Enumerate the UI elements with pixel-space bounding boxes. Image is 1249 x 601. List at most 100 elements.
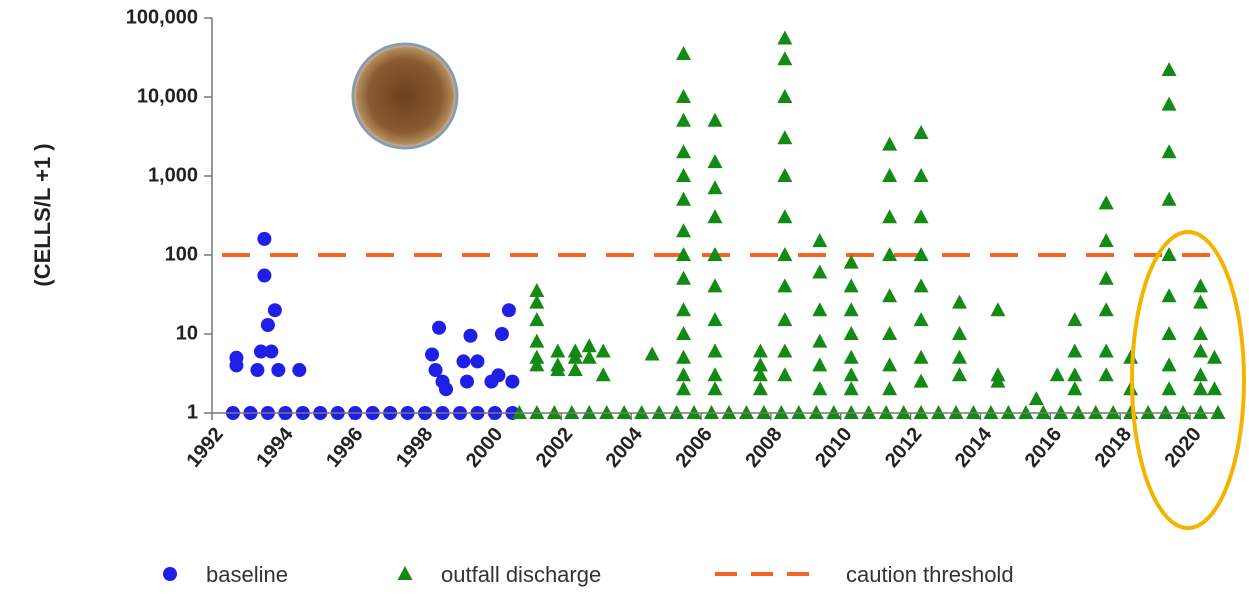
legend-marker: [163, 567, 177, 581]
x-tick-label: 2000: [462, 423, 507, 471]
point: [617, 405, 632, 419]
point: [704, 405, 719, 419]
point: [777, 367, 792, 381]
point: [1067, 381, 1082, 395]
point: [582, 405, 597, 419]
point: [257, 232, 271, 246]
point: [844, 302, 859, 316]
point: [914, 209, 929, 223]
point: [1162, 97, 1177, 111]
point: [774, 405, 789, 419]
point: [777, 168, 792, 182]
point: [707, 209, 722, 223]
point: [271, 363, 285, 377]
point: [529, 312, 544, 326]
point: [1001, 405, 1016, 419]
point: [707, 278, 722, 292]
point: [914, 278, 929, 292]
point: [707, 180, 722, 194]
point: [777, 209, 792, 223]
point: [1207, 350, 1222, 364]
y-tick-label: 100,000: [126, 6, 198, 28]
point: [634, 405, 649, 419]
point: [1210, 405, 1225, 419]
point: [1141, 405, 1156, 419]
point: [777, 31, 792, 45]
point: [707, 381, 722, 395]
point: [1099, 344, 1114, 358]
point: [425, 348, 439, 362]
point: [914, 350, 929, 364]
point: [777, 89, 792, 103]
point: [257, 269, 271, 283]
point: [1099, 302, 1114, 316]
point: [861, 405, 876, 419]
point: [547, 405, 562, 419]
point: [1193, 295, 1208, 309]
point: [1099, 367, 1114, 381]
point: [882, 137, 897, 151]
point: [687, 405, 702, 419]
point: [777, 130, 792, 144]
point: [1099, 271, 1114, 285]
point: [676, 302, 691, 316]
point: [812, 381, 827, 395]
point: [990, 302, 1005, 316]
point: [1123, 405, 1138, 419]
point: [844, 278, 859, 292]
point: [1193, 344, 1208, 358]
point: [1162, 357, 1177, 371]
point: [707, 154, 722, 168]
point: [739, 405, 754, 419]
point: [292, 363, 306, 377]
point: [756, 405, 771, 419]
point: [599, 405, 614, 419]
point: [882, 326, 897, 340]
point: [777, 247, 792, 261]
y-tick-label: 10: [176, 322, 198, 344]
point: [1176, 405, 1191, 419]
point: [439, 382, 453, 396]
point: [676, 381, 691, 395]
point: [1162, 192, 1177, 206]
point: [676, 144, 691, 158]
point: [914, 405, 929, 419]
point: [896, 405, 911, 419]
point: [882, 288, 897, 302]
x-tick-label: 1998: [392, 423, 437, 471]
y-tick-label: 1: [187, 401, 198, 423]
point: [1099, 233, 1114, 247]
point: [844, 405, 859, 419]
point: [1162, 326, 1177, 340]
point: [1071, 405, 1086, 419]
legend-marker: [398, 566, 413, 580]
point: [1193, 278, 1208, 292]
point: [564, 405, 579, 419]
point: [952, 326, 967, 340]
point: [1162, 144, 1177, 158]
point: [844, 326, 859, 340]
x-tick-label: 2008: [741, 423, 786, 471]
point: [777, 312, 792, 326]
point: [1099, 195, 1114, 209]
point: [721, 405, 736, 419]
point: [505, 375, 519, 389]
point: [1162, 381, 1177, 395]
point: [1067, 312, 1082, 326]
point: [676, 89, 691, 103]
point: [1067, 344, 1082, 358]
point: [1088, 405, 1103, 419]
highlight-ellipse: [1132, 232, 1244, 528]
point: [676, 271, 691, 285]
point: [983, 405, 998, 419]
x-tick-label: 2014: [951, 423, 997, 472]
point: [707, 367, 722, 381]
point: [1067, 367, 1082, 381]
point: [844, 367, 859, 381]
legend-label: outfall discharge: [441, 562, 601, 587]
point: [676, 46, 691, 60]
point: [250, 363, 264, 377]
point: [1193, 381, 1208, 395]
point: [914, 168, 929, 182]
point: [777, 278, 792, 292]
